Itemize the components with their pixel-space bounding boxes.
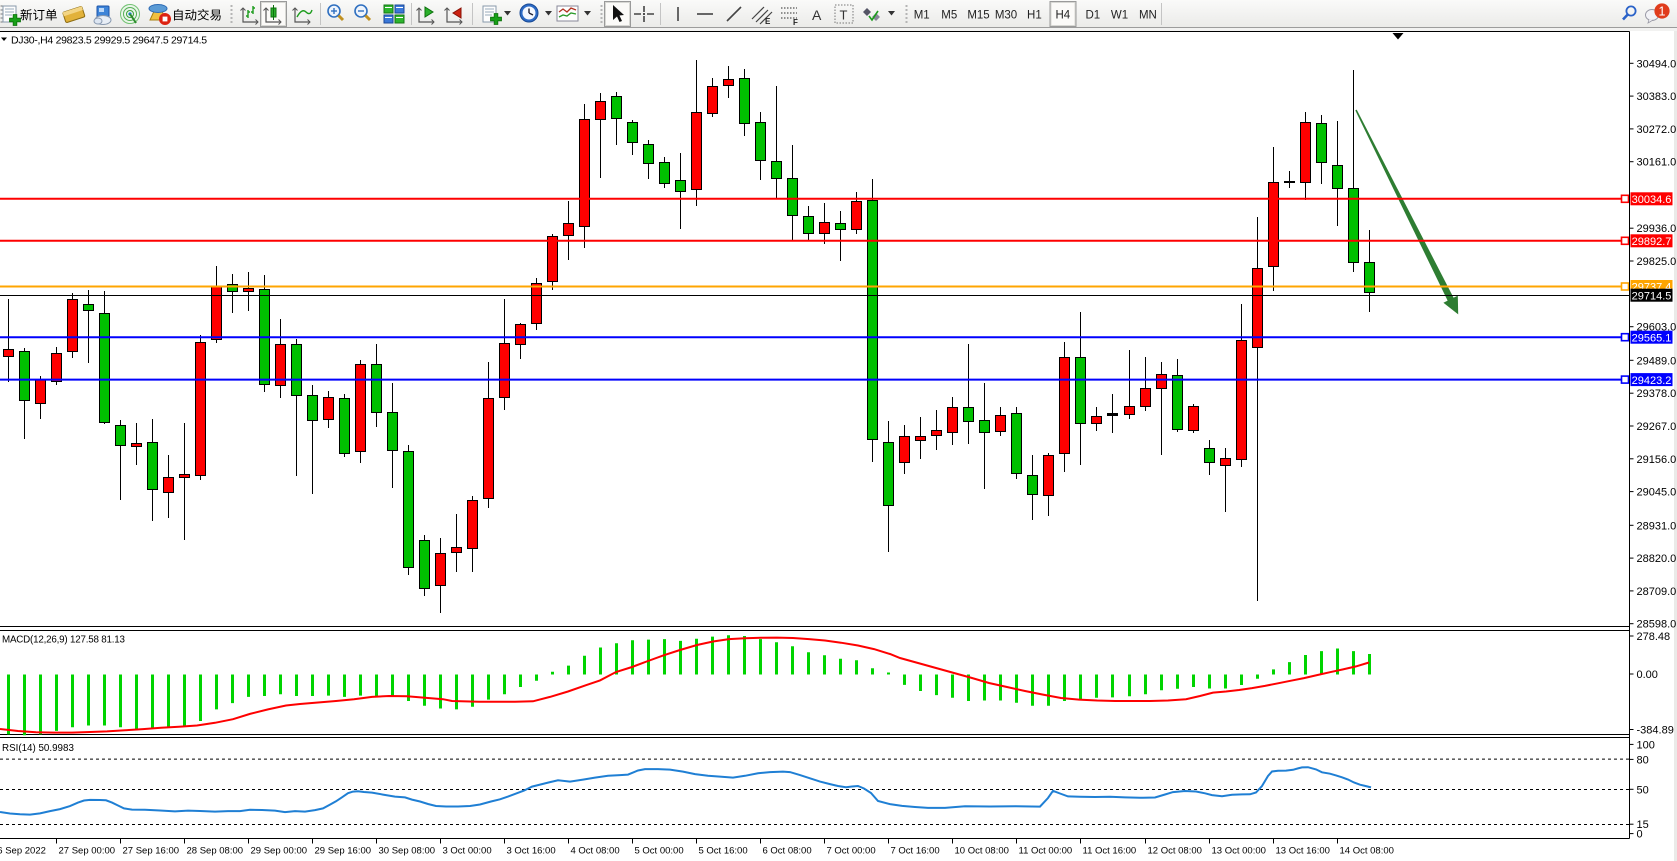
svg-text:W1: W1	[1111, 10, 1128, 22]
svg-text:29565.1: 29565.1	[1632, 332, 1672, 344]
svg-text:5 Oct 00:00: 5 Oct 00:00	[635, 846, 684, 857]
svg-text:D1: D1	[1085, 10, 1100, 22]
svg-text:50: 50	[1637, 784, 1649, 796]
svg-text:29892.7: 29892.7	[1632, 236, 1672, 248]
svg-text:27 Sep 00:00: 27 Sep 00:00	[59, 846, 116, 857]
svg-text:M5: M5	[941, 10, 957, 22]
svg-text:13 Oct 16:00: 13 Oct 16:00	[1276, 846, 1330, 857]
svg-text:29936.0: 29936.0	[1637, 223, 1677, 235]
svg-text:F: F	[793, 18, 798, 27]
svg-text:30 Sep 08:00: 30 Sep 08:00	[379, 846, 436, 857]
svg-text:30034.6: 30034.6	[1632, 194, 1672, 206]
svg-text:H4: H4	[1055, 10, 1070, 22]
svg-text:28 Sep 08:00: 28 Sep 08:00	[187, 846, 244, 857]
svg-text:29489.0: 29489.0	[1637, 355, 1677, 367]
svg-text:29 Sep 16:00: 29 Sep 16:00	[315, 846, 372, 857]
svg-text:27 Sep 16:00: 27 Sep 16:00	[123, 846, 180, 857]
svg-text:M1: M1	[914, 10, 930, 22]
svg-text:29378.0: 29378.0	[1637, 388, 1677, 400]
svg-text:29156.0: 29156.0	[1637, 454, 1677, 466]
svg-text:15: 15	[1637, 819, 1649, 831]
svg-text:30383.0: 30383.0	[1637, 91, 1677, 103]
svg-text:M30: M30	[995, 10, 1017, 22]
svg-text:28931.0: 28931.0	[1637, 520, 1677, 532]
svg-text:M15: M15	[967, 10, 989, 22]
svg-text:14 Oct 08:00: 14 Oct 08:00	[1340, 846, 1394, 857]
svg-text:H1: H1	[1027, 10, 1042, 22]
svg-text:29 Sep 00:00: 29 Sep 00:00	[251, 846, 308, 857]
svg-text:28709.0: 28709.0	[1637, 586, 1677, 598]
svg-text:29423.2: 29423.2	[1632, 375, 1672, 387]
svg-text:0: 0	[1637, 829, 1643, 841]
svg-text:1: 1	[1659, 4, 1666, 18]
svg-text:MN: MN	[1139, 10, 1157, 22]
svg-text:E: E	[765, 17, 771, 26]
svg-text:10 Oct 08:00: 10 Oct 08:00	[955, 846, 1009, 857]
svg-text:7 Oct 16:00: 7 Oct 16:00	[891, 846, 940, 857]
svg-text:RSI(14) 50.9983: RSI(14) 50.9983	[2, 743, 74, 754]
svg-text:80: 80	[1637, 754, 1649, 766]
svg-text:12 Oct 08:00: 12 Oct 08:00	[1148, 846, 1202, 857]
svg-text:30272.0: 30272.0	[1637, 124, 1677, 136]
svg-text:100: 100	[1637, 739, 1655, 751]
svg-text:A: A	[812, 7, 822, 23]
svg-text:DJ30-,H4 29823.5 29929.5 2964: DJ30-,H4 29823.5 29929.5 29647.5 29714.5	[11, 35, 207, 47]
svg-text:29714.5: 29714.5	[1632, 290, 1672, 302]
svg-text:7 Oct 00:00: 7 Oct 00:00	[827, 846, 876, 857]
svg-text:11 Oct 00:00: 11 Oct 00:00	[1019, 846, 1073, 857]
svg-text:3 Oct 16:00: 3 Oct 16:00	[507, 846, 556, 857]
svg-text:26 Sep 2022: 26 Sep 2022	[0, 846, 46, 857]
svg-text:-384.89: -384.89	[1637, 725, 1674, 737]
svg-text:28598.0: 28598.0	[1637, 619, 1677, 631]
svg-text:278.48: 278.48	[1637, 631, 1671, 643]
svg-text:30161.0: 30161.0	[1637, 157, 1677, 169]
svg-text:3 Oct 00:00: 3 Oct 00:00	[443, 846, 492, 857]
svg-text:T: T	[840, 8, 848, 23]
svg-text:29045.0: 29045.0	[1637, 487, 1677, 499]
svg-text:4 Oct 08:00: 4 Oct 08:00	[571, 846, 620, 857]
svg-text:6 Oct 08:00: 6 Oct 08:00	[763, 846, 812, 857]
svg-text:0.00: 0.00	[1637, 669, 1658, 681]
svg-text:29825.0: 29825.0	[1637, 256, 1677, 268]
svg-text:29267.0: 29267.0	[1637, 421, 1677, 433]
svg-text:30494.0: 30494.0	[1637, 58, 1677, 70]
svg-text:MACD(12,26,9) 127.58 81.13: MACD(12,26,9) 127.58 81.13	[2, 635, 126, 646]
svg-text:28820.0: 28820.0	[1637, 553, 1677, 565]
svg-text:5 Oct 16:00: 5 Oct 16:00	[699, 846, 748, 857]
svg-text:11 Oct 16:00: 11 Oct 16:00	[1083, 846, 1137, 857]
svg-text:13 Oct 00:00: 13 Oct 00:00	[1212, 846, 1266, 857]
